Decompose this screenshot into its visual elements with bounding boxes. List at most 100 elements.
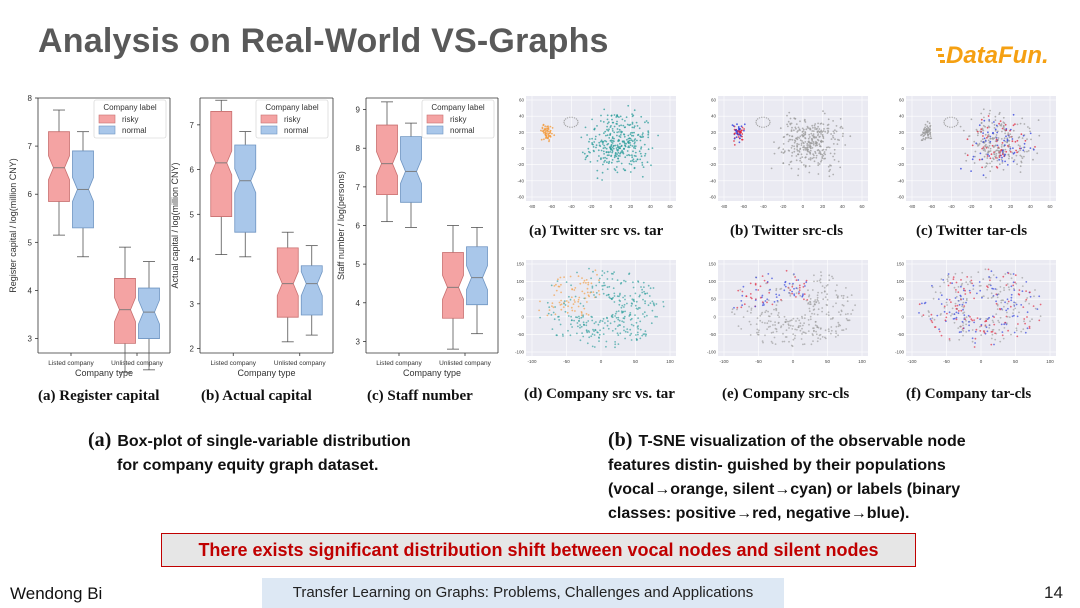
scatter-point (969, 291, 972, 294)
scatter-point (817, 134, 819, 137)
scatter-point (966, 138, 969, 141)
scatter-point (798, 289, 801, 291)
scatter-point (926, 130, 928, 132)
scatter-point (810, 343, 813, 346)
y-tick-label: 2 (190, 345, 195, 354)
scatter-point (607, 327, 610, 330)
scatter-point (817, 291, 819, 294)
scatter-point (1007, 307, 1009, 310)
scatter-point (604, 146, 606, 149)
scatter-point (992, 274, 995, 276)
scatter-point (582, 335, 585, 338)
scatter-point (1026, 297, 1029, 299)
scatter-point (614, 315, 616, 317)
scatter-point (983, 155, 986, 158)
y-tick-label: -20 (709, 162, 716, 167)
scatter-point (811, 138, 814, 140)
legend-label-risky: risky (122, 115, 138, 124)
scatter-point (634, 141, 636, 143)
scatter-point (976, 130, 979, 133)
scatter-point (1013, 289, 1016, 291)
scatter-point (754, 305, 757, 308)
scatter-point (610, 145, 612, 148)
scatter-point (642, 132, 644, 134)
scatter-point (605, 151, 608, 154)
scatter-point (929, 125, 931, 128)
scatter-point (621, 320, 624, 323)
scatter-point (1004, 144, 1006, 146)
scatter-point (796, 287, 799, 290)
scatter-point (643, 311, 646, 314)
box-normal-1 (72, 131, 94, 258)
scatter-point (737, 136, 740, 138)
scatter-point (642, 281, 645, 284)
scatter-point (956, 119, 959, 122)
scatter-point (573, 289, 576, 291)
scatter-point (662, 305, 665, 308)
scatter-point (810, 147, 812, 150)
scatter-point (616, 279, 619, 281)
scatter-point (989, 109, 991, 112)
scatter-point (632, 298, 635, 301)
scatter-point (579, 302, 582, 305)
scatter-point (619, 332, 622, 335)
scatter-point (786, 123, 788, 126)
scatter-point (802, 135, 804, 138)
x-tick-label: Listed company (48, 360, 94, 367)
scatter-point (785, 269, 788, 272)
scatter-point (569, 116, 571, 118)
scatter-point (593, 346, 596, 348)
scatter-point (984, 268, 987, 271)
scatter-point (826, 284, 829, 286)
scatter-point (974, 150, 977, 153)
scatter-point (641, 161, 644, 164)
x-tick-label: 0 (600, 359, 603, 364)
scatter-point (796, 146, 798, 148)
x-tick-label: -80 (721, 204, 728, 209)
scatter-point (1022, 328, 1025, 330)
scatter-point (792, 338, 795, 341)
scatter-point (637, 327, 639, 330)
scatter-point (972, 288, 975, 290)
scatter-point (599, 319, 602, 322)
scatter-point (766, 301, 768, 304)
scatter-point (761, 294, 764, 297)
scatter-point (1003, 305, 1005, 308)
scatter-point (633, 126, 635, 129)
scatter-point (611, 146, 614, 149)
scatter-point (954, 291, 957, 293)
x-tick-label: 100 (1046, 359, 1054, 364)
scatter-point (1011, 157, 1013, 159)
scatter-point (943, 123, 946, 125)
scatter-point (790, 167, 793, 170)
y-tick-label: 3 (356, 337, 361, 346)
scatter-point (788, 138, 791, 141)
scatter-point (809, 298, 812, 300)
scatter-point (1014, 301, 1017, 304)
scatter-point (823, 128, 825, 130)
scatter-point (949, 126, 951, 128)
scatter-point (791, 283, 794, 286)
scatter-point (558, 301, 561, 304)
scatter-point (971, 158, 974, 161)
scatter-point (809, 318, 812, 321)
scatter-point (999, 290, 1002, 293)
scatter-point (623, 306, 625, 308)
scatter-point (995, 155, 998, 157)
scatter-point (593, 141, 596, 143)
scatter-point (990, 160, 993, 163)
scatter-point (801, 127, 804, 130)
scatter-point (988, 126, 991, 129)
scatter-point (644, 302, 646, 305)
scatter-point (567, 315, 570, 317)
scatter-point (808, 294, 811, 297)
scatter-point (560, 291, 562, 294)
scatter-point (617, 145, 619, 148)
scatter-point (1023, 155, 1025, 158)
scatter-point (815, 330, 817, 333)
scatter-point (1020, 147, 1022, 150)
scatter-point (598, 337, 600, 339)
scatter-point (603, 272, 606, 274)
scatter-point (623, 279, 625, 282)
scatter-point (968, 289, 971, 292)
